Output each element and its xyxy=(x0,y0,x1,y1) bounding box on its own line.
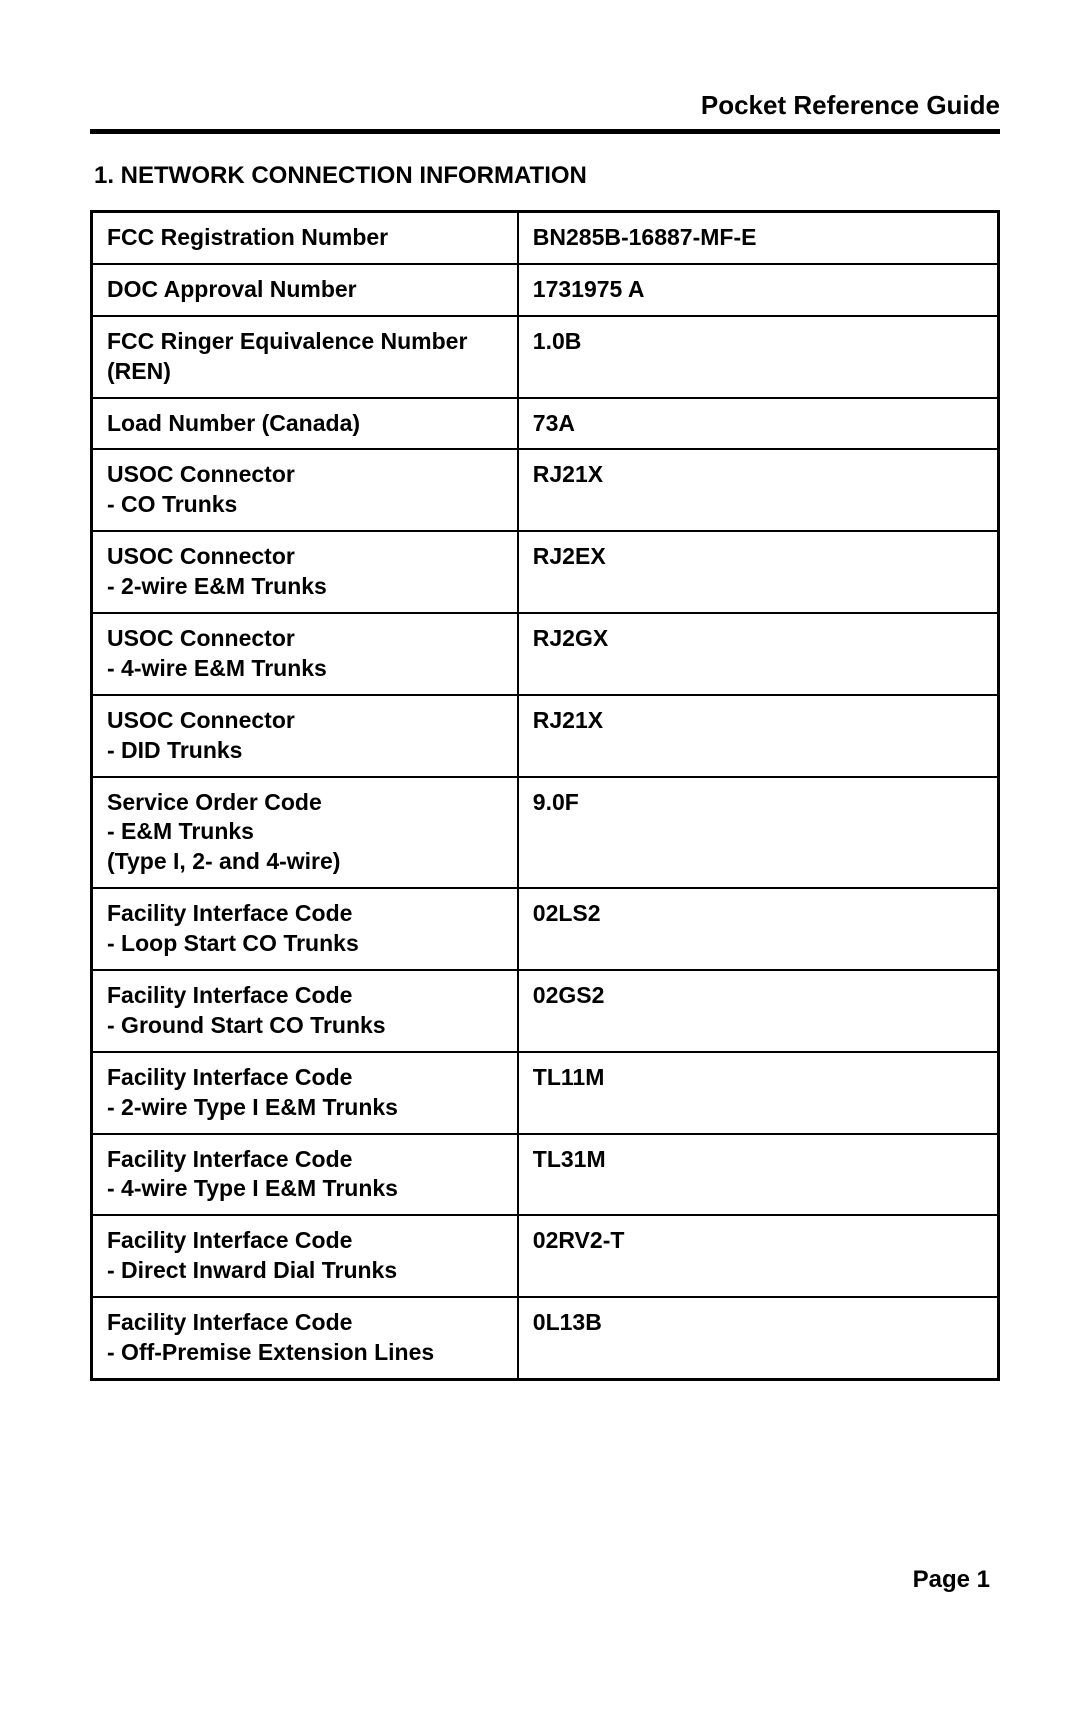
table-cell-label: USOC Connector- DID Trunks xyxy=(92,695,518,777)
table-cell-value: 9.0F xyxy=(518,777,999,889)
table-row: Facility Interface Code- Direct Inward D… xyxy=(92,1215,999,1297)
table-cell-label: Facility Interface Code- 4-wire Type I E… xyxy=(92,1134,518,1216)
table-cell-value: 73A xyxy=(518,398,999,450)
table-cell-label: USOC Connector- 2-wire E&M Trunks xyxy=(92,531,518,613)
table-row: FCC Registration NumberBN285B-16887-MF-E xyxy=(92,212,999,264)
table-cell-value: BN285B-16887-MF-E xyxy=(518,212,999,264)
table-cell-label: Facility Interface Code- Direct Inward D… xyxy=(92,1215,518,1297)
table-cell-label: Load Number (Canada) xyxy=(92,398,518,450)
table-row: USOC Connector- 2-wire E&M TrunksRJ2EX xyxy=(92,531,999,613)
table-row: Facility Interface Code- Ground Start CO… xyxy=(92,970,999,1052)
table-cell-value: 02GS2 xyxy=(518,970,999,1052)
header-rule xyxy=(90,129,1000,134)
table-cell-value: TL31M xyxy=(518,1134,999,1216)
table-cell-label: Facility Interface Code- Ground Start CO… xyxy=(92,970,518,1052)
table-row: Facility Interface Code- 2-wire Type I E… xyxy=(92,1052,999,1134)
table-row: USOC Connector- DID TrunksRJ21X xyxy=(92,695,999,777)
table-cell-value: 0L13B xyxy=(518,1297,999,1379)
table-row: Service Order Code- E&M Trunks(Type I, 2… xyxy=(92,777,999,889)
table-body: FCC Registration NumberBN285B-16887-MF-E… xyxy=(92,212,999,1380)
table-cell-value: RJ2EX xyxy=(518,531,999,613)
table-cell-label: USOC Connector- CO Trunks xyxy=(92,449,518,531)
table-cell-value: 02RV2-T xyxy=(518,1215,999,1297)
table-cell-label: USOC Connector- 4-wire E&M Trunks xyxy=(92,613,518,695)
table-cell-label: Facility Interface Code- Off-Premise Ext… xyxy=(92,1297,518,1379)
table-cell-label: Facility Interface Code- Loop Start CO T… xyxy=(92,888,518,970)
table-cell-value: TL11M xyxy=(518,1052,999,1134)
table-row: Facility Interface Code- Off-Premise Ext… xyxy=(92,1297,999,1379)
table-cell-label: DOC Approval Number xyxy=(92,264,518,316)
table-cell-label: Service Order Code- E&M Trunks(Type I, 2… xyxy=(92,777,518,889)
table-cell-value: 1731975 A xyxy=(518,264,999,316)
table-row: Facility Interface Code- Loop Start CO T… xyxy=(92,888,999,970)
table-cell-label: Facility Interface Code- 2-wire Type I E… xyxy=(92,1052,518,1134)
table-row: Load Number (Canada)73A xyxy=(92,398,999,450)
table-cell-value: 1.0B xyxy=(518,316,999,398)
header-title: Pocket Reference Guide xyxy=(90,90,1000,129)
page-number: Page 1 xyxy=(913,1566,990,1594)
table-cell-value: RJ2GX xyxy=(518,613,999,695)
table-row: USOC Connector- 4-wire E&M TrunksRJ2GX xyxy=(92,613,999,695)
section-title: 1. NETWORK CONNECTION INFORMATION xyxy=(90,162,1000,190)
table-cell-value: RJ21X xyxy=(518,695,999,777)
table-row: USOC Connector- CO TrunksRJ21X xyxy=(92,449,999,531)
table-cell-label: FCC Ringer Equivalence Number (REN) xyxy=(92,316,518,398)
table-row: DOC Approval Number1731975 A xyxy=(92,264,999,316)
network-connection-table: FCC Registration NumberBN285B-16887-MF-E… xyxy=(90,210,1000,1381)
table-row: Facility Interface Code- 4-wire Type I E… xyxy=(92,1134,999,1216)
table-cell-label: FCC Registration Number xyxy=(92,212,518,264)
table-cell-value: 02LS2 xyxy=(518,888,999,970)
table-cell-value: RJ21X xyxy=(518,449,999,531)
table-row: FCC Ringer Equivalence Number (REN)1.0B xyxy=(92,316,999,398)
